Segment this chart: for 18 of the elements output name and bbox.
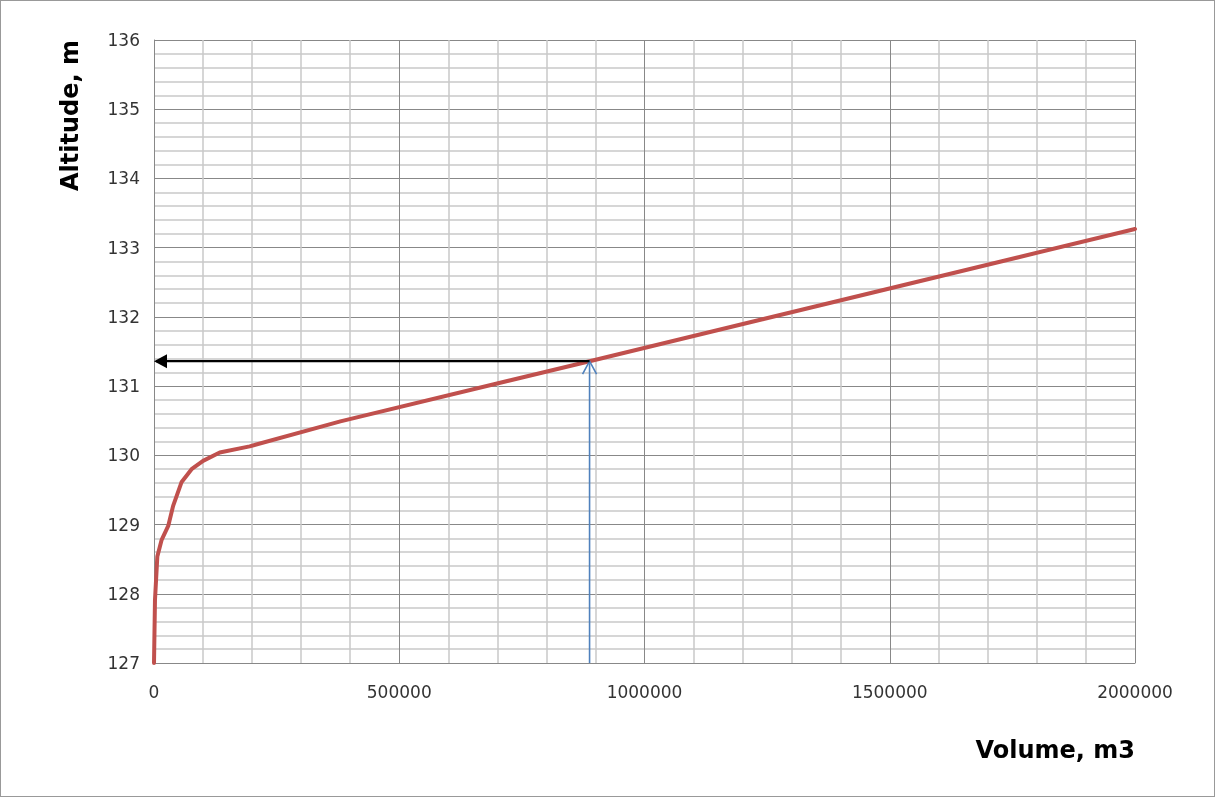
x-axis-title: Volume, m3 <box>975 736 1135 764</box>
y-tick-label: 131 <box>107 376 140 397</box>
y-tick-label: 133 <box>107 237 140 258</box>
y-tick-label: 132 <box>107 306 140 327</box>
y-tick-label: 135 <box>107 99 140 120</box>
line-series <box>152 226 1137 665</box>
y-axis-title: Altitude, m <box>56 40 84 191</box>
y-tick-label: 130 <box>107 445 140 466</box>
y-tick-label: 134 <box>107 168 140 189</box>
y-tick-label: 128 <box>107 583 140 604</box>
x-tick-label: 1000000 <box>606 681 683 702</box>
y-tick-label: 136 <box>107 30 140 50</box>
x-tick-label: 2000000 <box>1097 681 1173 702</box>
y-tick-label: 127 <box>107 653 140 673</box>
x-tick-label: 500000 <box>366 681 432 702</box>
x-tick-label: 1500000 <box>851 681 928 702</box>
x-tick-label: 0 <box>148 681 160 702</box>
y-tick-label: 129 <box>107 514 140 535</box>
